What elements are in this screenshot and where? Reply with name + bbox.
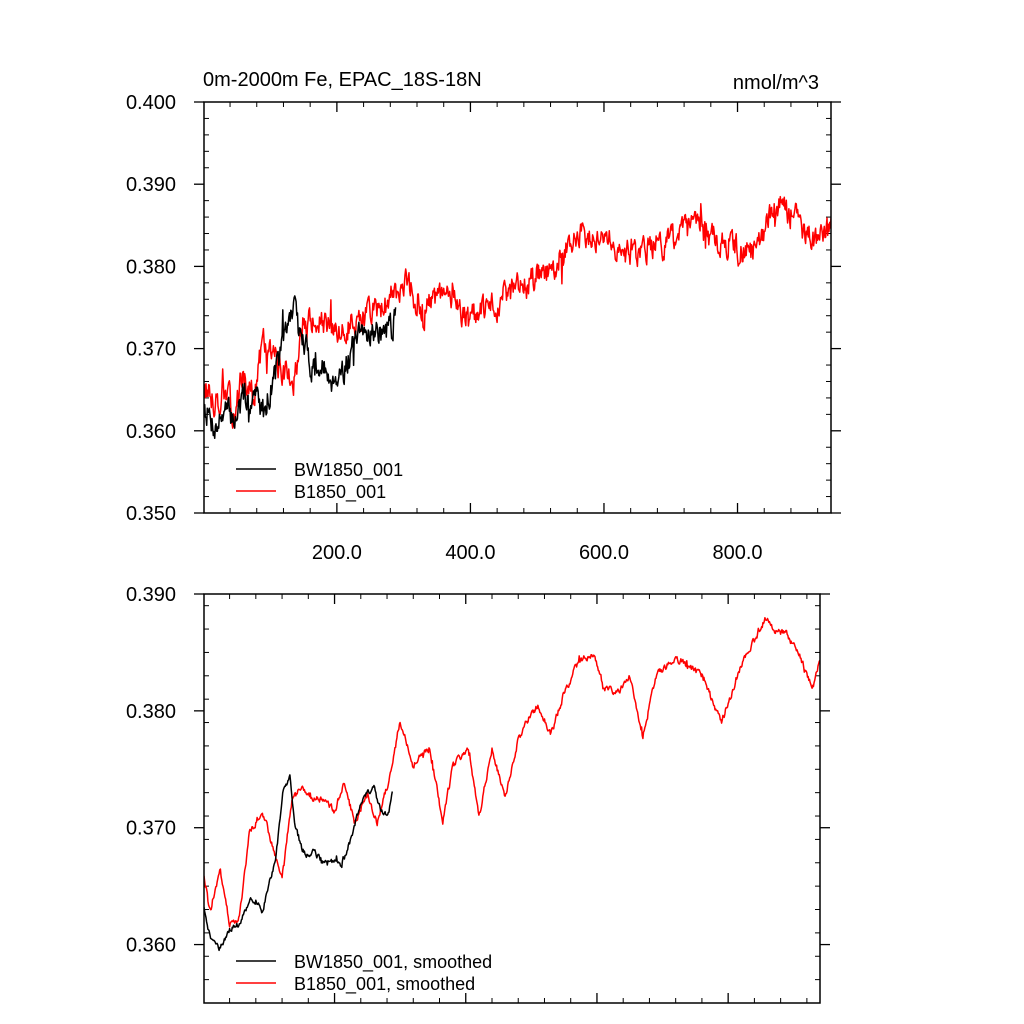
top-y-axis-labels: 0.350 0.360 0.370 0.380 0.390 0.400	[126, 92, 176, 525]
y-tick-label: 0.360	[126, 935, 176, 957]
x-tick-label: 400.0	[445, 542, 495, 564]
y-tick-label: 0.380	[126, 701, 176, 723]
bottom-panel-ticks	[194, 593, 830, 1003]
bottom-y-axis-labels: 0.360 0.370 0.380 0.390	[126, 584, 176, 957]
series-line-bw1850-001	[204, 295, 397, 440]
legend-label: BW1850_001, smoothed	[294, 952, 492, 973]
top-plot-area	[204, 195, 831, 440]
chart-title: 0m-2000m Fe, EPAC_18S-18N	[203, 69, 482, 91]
y-tick-label: 0.370	[126, 818, 176, 840]
y-tick-label: 0.390	[126, 174, 176, 196]
bottom-plot-area	[204, 616, 820, 952]
y-tick-label: 0.380	[126, 256, 176, 278]
legend-label: BW1850_001	[294, 460, 403, 481]
series-line-bw1850-001-smoothed	[204, 774, 394, 952]
bottom-panel-frame	[203, 593, 821, 1004]
legend-label: B1850_001, smoothed	[294, 974, 475, 995]
bottom-panel: 0.360 0.370 0.380 0.390 BW1850_001, smoothe…	[126, 584, 830, 1004]
y-tick-label: 0.390	[126, 584, 176, 606]
y-tick-label: 0.370	[126, 339, 176, 361]
top-x-axis-labels: 200.0 400.0 600.0 800.0	[312, 542, 763, 564]
units-label: nmol/m^3	[733, 72, 819, 94]
x-tick-label: 800.0	[712, 542, 762, 564]
x-tick-label: 600.0	[579, 542, 629, 564]
legend-label: B1850_001	[294, 482, 386, 503]
top-panel: 0.350 0.360 0.370 0.380 0.390 0.400 200.0 400.…	[126, 92, 841, 564]
y-tick-label: 0.400	[126, 92, 176, 114]
top-panel-ticks	[194, 101, 841, 514]
series-line-b1850-001-smoothed	[204, 616, 820, 928]
top-panel-frame	[203, 101, 832, 514]
y-tick-label: 0.350	[126, 503, 176, 525]
x-tick-label: 200.0	[312, 542, 362, 564]
y-tick-label: 0.360	[126, 421, 176, 443]
series-line-b1850-001	[204, 195, 831, 429]
